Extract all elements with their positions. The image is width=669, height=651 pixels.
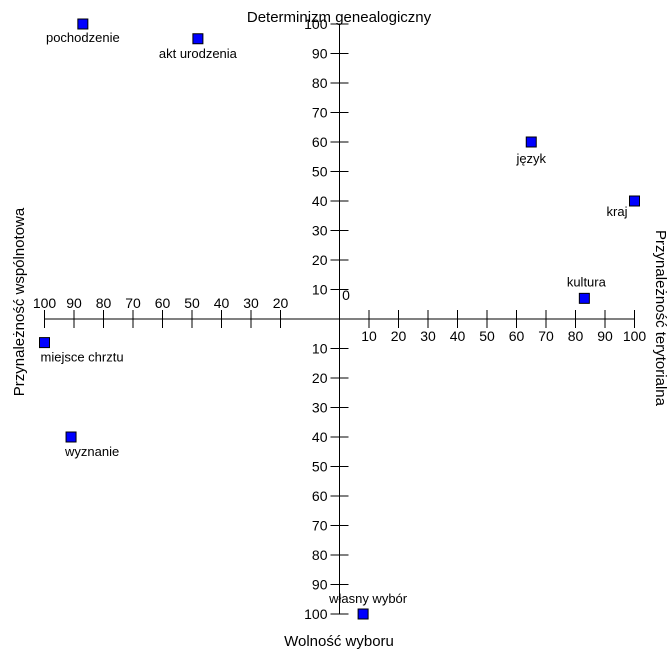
x-tick-label: 90 xyxy=(66,295,82,311)
y-tick-label: 90 xyxy=(312,577,328,593)
x-tick-label: 20 xyxy=(391,328,407,344)
y-tick-label: 20 xyxy=(312,370,328,386)
y-tick-label: 70 xyxy=(312,105,328,121)
point-marker xyxy=(357,608,369,620)
y-tick-label: 80 xyxy=(312,75,328,91)
axis-title-right: Przynależność terytorialna xyxy=(652,230,669,407)
y-tick-label: 40 xyxy=(312,429,328,445)
y-tick-label: 10 xyxy=(312,341,328,357)
x-tick-label: 60 xyxy=(509,328,525,344)
y-tick-label: 20 xyxy=(312,252,328,268)
x-tick-label: 80 xyxy=(568,328,584,344)
point-marker xyxy=(77,18,89,30)
point-marker xyxy=(629,195,640,207)
x-tick-label: 90 xyxy=(597,328,613,344)
y-tick-label: 60 xyxy=(312,488,328,504)
y-tick-label: 100 xyxy=(304,606,328,622)
x-tick-label: 50 xyxy=(479,328,495,344)
point-label: własny wybór xyxy=(328,591,408,606)
y-tick-label: 50 xyxy=(312,164,328,180)
x-tick-label: 40 xyxy=(214,295,230,311)
x-tick-label: 70 xyxy=(125,295,141,311)
y-tick-label: 30 xyxy=(312,223,328,239)
point-marker xyxy=(192,33,204,45)
point-label: pochodzenie xyxy=(46,30,120,45)
x-tick-label: 100 xyxy=(623,328,647,344)
point-marker xyxy=(525,136,537,148)
axis-title-top: Determinizm genealogiczny xyxy=(247,9,432,26)
x-tick-label: 80 xyxy=(96,295,112,311)
y-tick-label: 70 xyxy=(312,518,328,534)
y-tick-label: 10 xyxy=(312,282,328,298)
points: pochodzenie akt urodzenia język kraj kultura… xyxy=(39,18,640,620)
x-tick-label: 30 xyxy=(243,295,259,311)
point-label: kultura xyxy=(567,274,607,289)
x-tick-label: 20 xyxy=(273,295,289,311)
x-tick-label: 70 xyxy=(538,328,554,344)
axis-title-left: Przynależność wspólnotowa xyxy=(11,207,28,396)
point-label: miejsce chrztu xyxy=(41,350,124,365)
x-tick-label: 40 xyxy=(450,328,466,344)
point-marker xyxy=(65,431,77,443)
point-label: język xyxy=(515,151,546,166)
y-tick-label: 50 xyxy=(312,459,328,475)
y-tick-label: 100 xyxy=(304,16,328,32)
x-tick-label: 60 xyxy=(155,295,171,311)
y-tick-label: 30 xyxy=(312,400,328,416)
origin-label: 0 xyxy=(342,287,350,303)
axis-title-bottom: Wolność wyboru xyxy=(284,633,394,650)
x-tick-label: 50 xyxy=(184,295,200,311)
x-tick-label: 30 xyxy=(420,328,436,344)
y-tick-label: 40 xyxy=(312,193,328,209)
point-marker xyxy=(578,292,590,304)
y-tick-label: 90 xyxy=(312,46,328,62)
x-tick-label: 100 xyxy=(33,295,57,311)
axes xyxy=(44,24,635,614)
y-tick-label: 60 xyxy=(312,134,328,150)
point-label: kraj xyxy=(607,204,628,219)
x-tick-label: 10 xyxy=(361,328,377,344)
y-tick-label: 80 xyxy=(312,547,328,563)
point-label: akt urodzenia xyxy=(159,46,238,61)
point-label: wyznanie xyxy=(64,444,119,459)
point-marker xyxy=(39,337,50,349)
